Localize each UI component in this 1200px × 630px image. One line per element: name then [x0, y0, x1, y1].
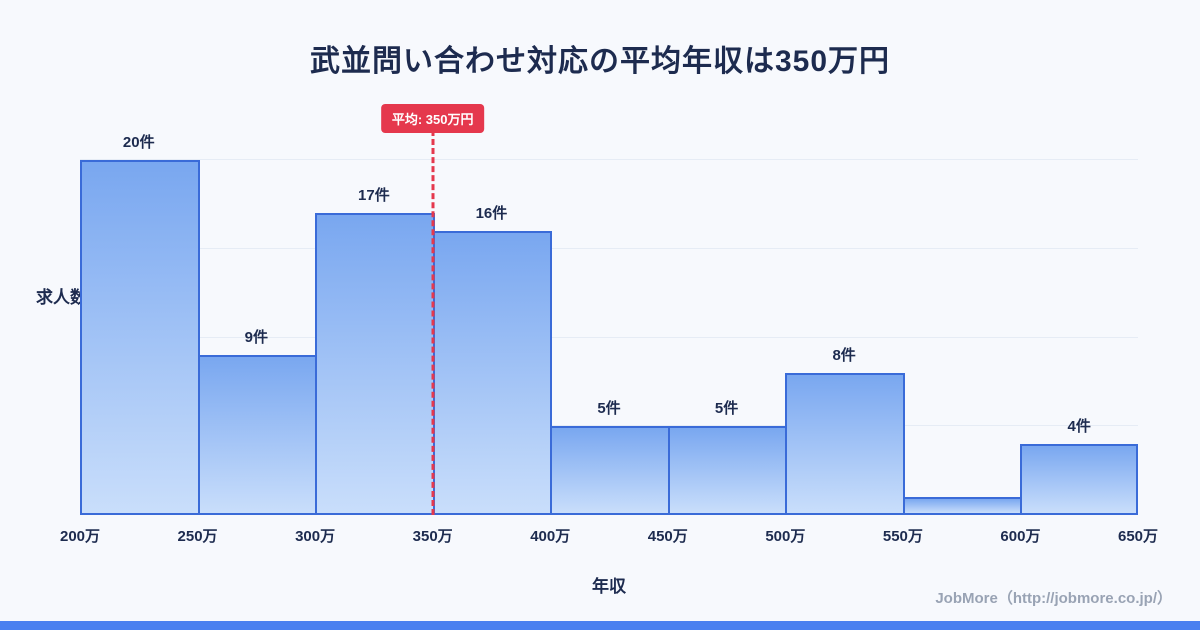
- x-axis-ticks: 200万 250万 300万 350万 400万 450万 500万 550万 600万 650万: [60, 525, 1158, 547]
- y-axis-label: 求人数: [36, 288, 87, 307]
- histogram-bar: [1020, 444, 1138, 515]
- chart-title: 武並問い合わせ対応の平均年収は350万円: [309, 45, 891, 78]
- histogram-bar: [667, 426, 788, 515]
- histogram-bar: [197, 355, 318, 515]
- bar-value-label: 16件: [475, 205, 508, 222]
- x-tick-label: 250万: [177, 528, 218, 545]
- bar-value-label: 8件: [832, 347, 856, 364]
- x-tick-label: 300万: [295, 528, 336, 545]
- gridline: [80, 159, 1138, 160]
- x-tick-label: 200万: [59, 528, 101, 545]
- x-tick-label: 500万: [765, 528, 806, 545]
- x-tick-label: 400万: [530, 528, 571, 545]
- gridline: [80, 336, 1138, 338]
- credit-text: JobMore（http://jobmore.co.jp/）: [935, 590, 1172, 607]
- x-tick-label: 550万: [882, 528, 923, 545]
- x-tick-label: 450万: [647, 528, 688, 545]
- bar-value-label: 4件: [1067, 418, 1091, 435]
- bar-value-label: 20件: [122, 134, 155, 151]
- histogram-bar: [315, 213, 435, 515]
- x-axis-label: 年収: [592, 577, 626, 596]
- x-tick-label: 350万: [412, 528, 453, 545]
- gridline: [80, 247, 1138, 249]
- histogram-bar: [432, 231, 553, 515]
- histogram-bar: [785, 373, 905, 515]
- histogram-bar: [80, 160, 200, 515]
- histogram-bar: [550, 426, 670, 515]
- bar-value-label: 5件: [714, 400, 739, 418]
- average-line: [431, 130, 435, 515]
- gridline: [80, 425, 1138, 427]
- bar-value-label: 17件: [358, 187, 390, 205]
- plot-area: 平均: 350万円 20件 9件 17件 16件 5件 5件 8件 4件: [80, 104, 1138, 515]
- bar-value-label: 5件: [597, 400, 621, 418]
- histogram-bar: [902, 497, 1023, 515]
- x-tick-label: 600万: [1000, 528, 1041, 545]
- bar-value-label: 9件: [244, 329, 268, 347]
- x-tick-label: 650万: [1117, 528, 1159, 545]
- average-badge: 平均: 350万円: [380, 104, 485, 133]
- bottom-accent-strip: [0, 621, 1200, 630]
